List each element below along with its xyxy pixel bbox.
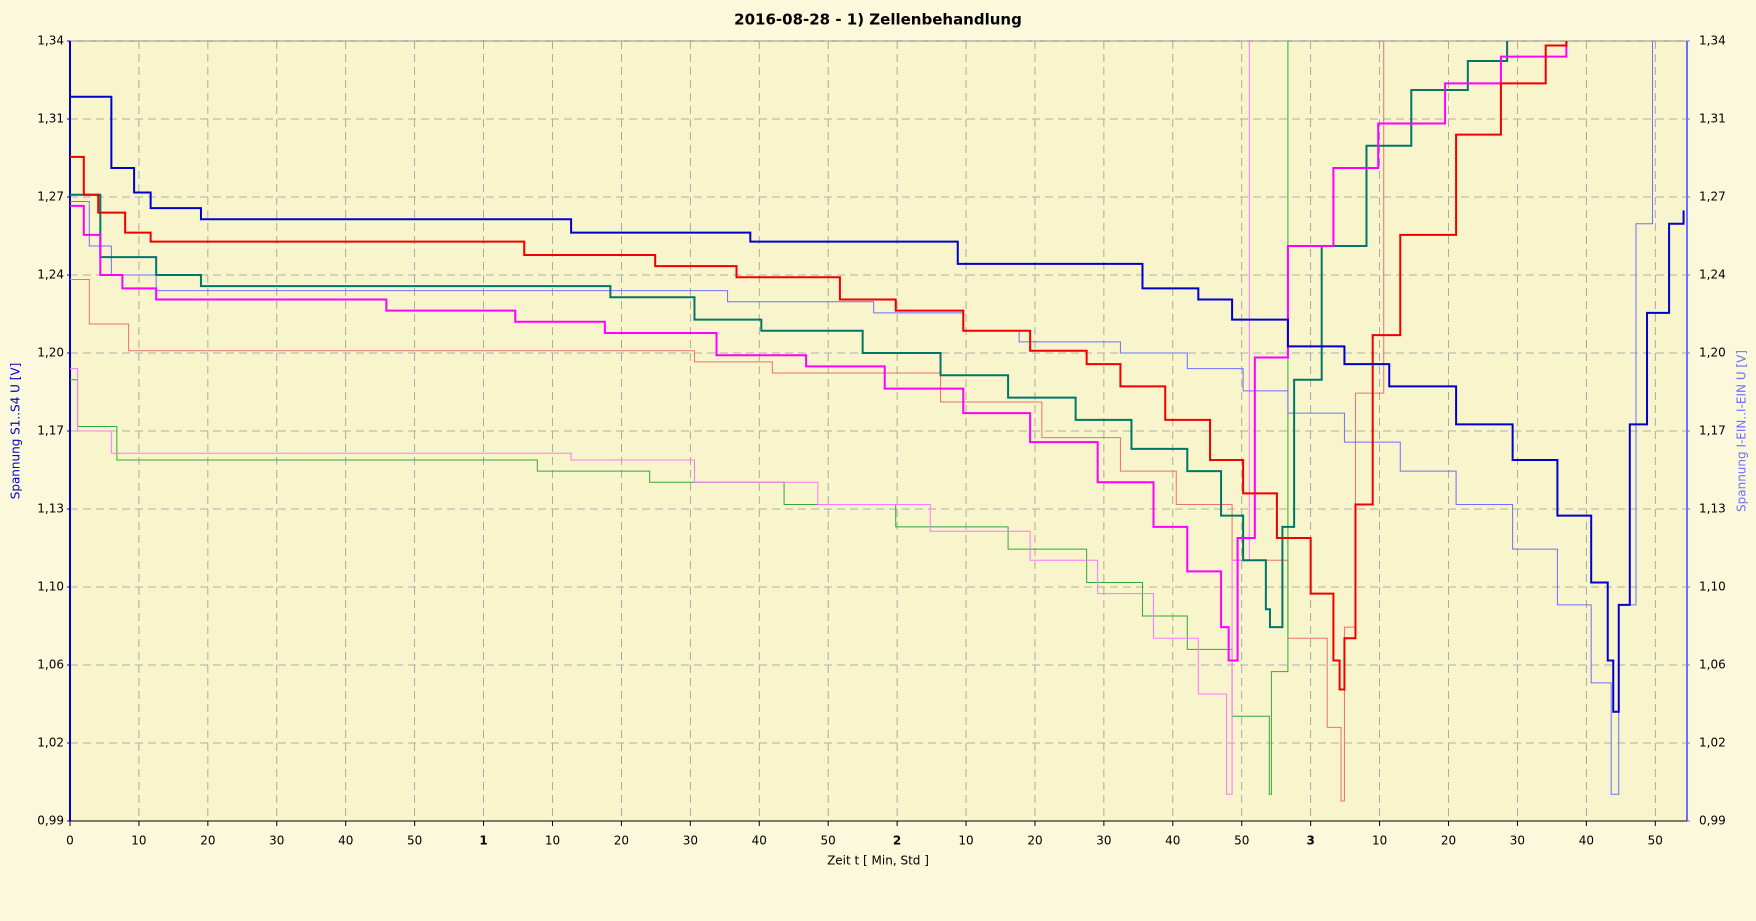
y2-tick-label: 1,10 (1699, 580, 1726, 594)
y2-tick-label: 1,27 (1699, 190, 1726, 204)
x-tick-label: 40 (338, 834, 353, 848)
y2-tick-label: 1,17 (1699, 424, 1726, 438)
x-tick-label: 40 (1165, 834, 1180, 848)
x-tick-label: 10 (958, 834, 973, 848)
x-tick-label: 40 (1579, 834, 1594, 848)
x-tick-label: 20 (614, 834, 629, 848)
x-tick-label: 1 (479, 834, 487, 848)
y2-tick-label: 1,02 (1699, 736, 1726, 750)
y-tick-label: 1,17 (37, 424, 64, 438)
x-tick-label: 50 (407, 834, 422, 848)
y2-tick-label: 1,06 (1699, 658, 1726, 672)
x-tick-label: 20 (200, 834, 215, 848)
y-tick-label: 1,13 (37, 502, 64, 516)
x-tick-label: 0 (66, 834, 74, 848)
x-tick-label: 10 (131, 834, 146, 848)
y2-tick-label: 1,34 (1699, 34, 1726, 48)
x-tick-label: 50 (821, 834, 836, 848)
series-line (70, 41, 1654, 795)
y-tick-label: 1,20 (37, 346, 64, 360)
x-tick-label: 3 (1306, 834, 1314, 848)
y-axis-label: Spannung S1..S4 U [V] (9, 363, 23, 500)
y-tick-label: 1,06 (37, 658, 64, 672)
x-tick-label: 10 (1372, 834, 1387, 848)
x-tick-label: 20 (1027, 834, 1042, 848)
y-tick-label: 1,24 (37, 268, 64, 282)
y2-tick-label: 1,31 (1699, 112, 1726, 126)
y2-tick-label: 0,99 (1699, 814, 1726, 828)
y-tick-label: 1,34 (37, 34, 64, 48)
y2-tick-label: 1,20 (1699, 346, 1726, 360)
x-tick-label: 50 (1648, 834, 1663, 848)
x-axis-label: Zeit t [ Min, Std ] (827, 854, 929, 868)
y-tick-label: 1,10 (37, 580, 64, 594)
x-tick-label: 20 (1441, 834, 1456, 848)
chart-title: 2016-08-28 - 1) Zellenbehandlung (734, 11, 1022, 29)
x-tick-label: 30 (1096, 834, 1111, 848)
y2-axis-label: Spannung I-EIN..I-EIN U [V] (1735, 350, 1749, 512)
x-tick-label: 50 (1234, 834, 1249, 848)
y-tick-label: 0,99 (37, 814, 64, 828)
series-line (70, 41, 1385, 802)
y2-tick-label: 1,24 (1699, 268, 1726, 282)
series-line (70, 95, 1685, 713)
x-tick-label: 40 (752, 834, 767, 848)
y-tick-label: 1,31 (37, 112, 64, 126)
x-tick-label: 30 (1510, 834, 1525, 848)
y2-tick-label: 1,13 (1699, 502, 1726, 516)
series-line (70, 41, 1250, 795)
x-tick-label: 30 (683, 834, 698, 848)
x-tick-label: 2 (893, 834, 901, 848)
y-tick-label: 1,27 (37, 190, 64, 204)
y-tick-label: 1,02 (37, 736, 64, 750)
series-line (70, 41, 1289, 795)
series-line (70, 41, 1568, 691)
x-tick-label: 30 (269, 834, 284, 848)
series-line (70, 41, 1568, 662)
series-line (70, 41, 1509, 629)
x-tick-label: 10 (545, 834, 560, 848)
